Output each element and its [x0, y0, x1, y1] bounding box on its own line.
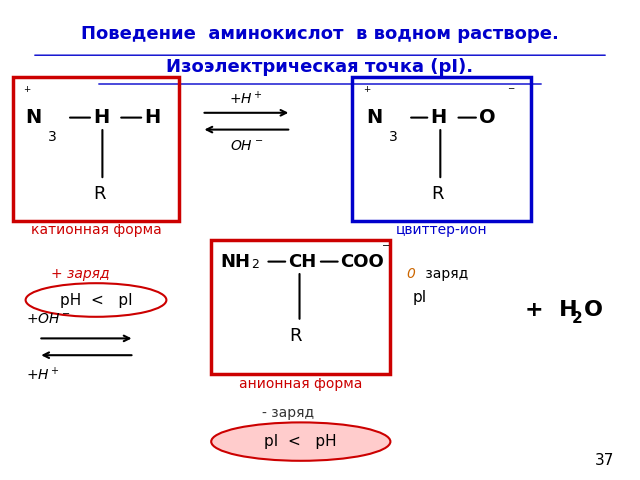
- Text: R: R: [93, 185, 106, 204]
- Text: pI  <   pH: pI < pH: [264, 434, 337, 449]
- Text: pH  <   pI: pH < pI: [60, 292, 132, 308]
- Text: анионная форма: анионная форма: [239, 377, 362, 391]
- Text: CH: CH: [288, 252, 316, 271]
- Text: 3: 3: [48, 130, 57, 144]
- Text: $OH^-$: $OH^-$: [230, 139, 263, 154]
- Text: цвиттер-ион: цвиттер-ион: [396, 223, 488, 238]
- Text: R: R: [431, 185, 444, 204]
- Text: +  H: + H: [525, 300, 577, 320]
- Ellipse shape: [211, 422, 390, 461]
- Text: O: O: [584, 300, 603, 320]
- Text: - заряд: - заряд: [262, 406, 314, 420]
- Text: pI: pI: [413, 290, 427, 305]
- Text: заряд: заряд: [421, 266, 468, 281]
- Text: N: N: [366, 108, 382, 127]
- Text: N: N: [26, 108, 42, 127]
- Text: R: R: [289, 327, 302, 345]
- Text: $^-$: $^-$: [379, 242, 390, 257]
- Text: Изоэлектрическая точка (pI).: Изоэлектрическая точка (pI).: [166, 58, 474, 76]
- Text: $+ OH^-$: $+ OH^-$: [26, 312, 70, 326]
- Text: COO: COO: [340, 252, 384, 271]
- Ellipse shape: [26, 283, 166, 317]
- Text: 2: 2: [572, 311, 582, 326]
- Text: $^+$: $^+$: [362, 85, 372, 98]
- Text: Поведение  аминокислот  в водном растворе.: Поведение аминокислот в водном растворе.: [81, 24, 559, 43]
- Text: $^-$: $^-$: [506, 85, 516, 98]
- Text: 3: 3: [389, 130, 398, 144]
- Text: H: H: [144, 108, 160, 127]
- Text: H: H: [93, 108, 109, 127]
- Text: 0: 0: [406, 266, 415, 281]
- Text: H: H: [430, 108, 446, 127]
- Text: 2: 2: [252, 258, 259, 271]
- Text: $+ H^+$: $+ H^+$: [26, 366, 60, 383]
- Text: $+H^+$: $+H^+$: [230, 90, 263, 107]
- Text: катионная форма: катионная форма: [31, 223, 161, 238]
- Text: NH: NH: [221, 252, 251, 271]
- Text: $^+$: $^+$: [22, 85, 33, 98]
- Text: 37: 37: [595, 453, 614, 468]
- Text: + заряд: + заряд: [51, 266, 110, 281]
- Text: O: O: [479, 108, 495, 127]
